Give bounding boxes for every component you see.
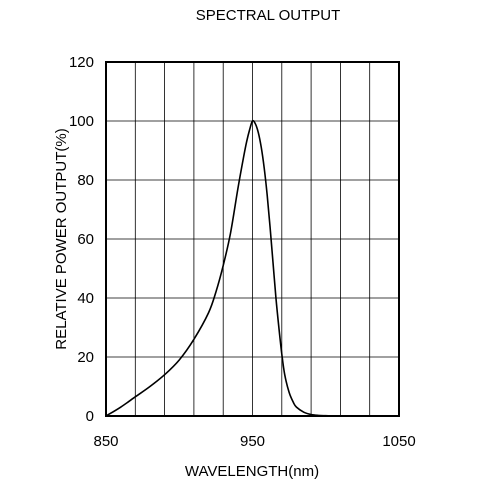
y-axis-label: RELATIVE POWER OUTPUT(%) <box>53 128 70 349</box>
grid-lines <box>106 62 399 416</box>
y-tick-label: 40 <box>77 290 94 307</box>
chart-title: SPECTRAL OUTPUT <box>196 7 340 24</box>
y-tick-labels: 0 20 40 60 80 100 120 <box>69 54 94 425</box>
x-tick-label: 850 <box>93 433 118 450</box>
y-tick-label: 100 <box>69 113 94 130</box>
y-tick-label: 20 <box>77 349 94 366</box>
y-tick-label: 80 <box>77 172 94 189</box>
y-tick-label: 0 <box>86 408 94 425</box>
y-tick-label: 60 <box>77 231 94 248</box>
x-tick-label: 1050 <box>382 433 415 450</box>
x-tick-labels: 850 950 1050 <box>93 433 415 450</box>
series-layer <box>105 119 342 417</box>
x-axis-label: WAVELENGTH(nm) <box>185 463 319 480</box>
x-tick-label: 950 <box>240 433 265 450</box>
y-tick-label: 120 <box>69 54 94 71</box>
plot-frame <box>105 61 400 417</box>
spectral-output-line <box>105 119 342 417</box>
